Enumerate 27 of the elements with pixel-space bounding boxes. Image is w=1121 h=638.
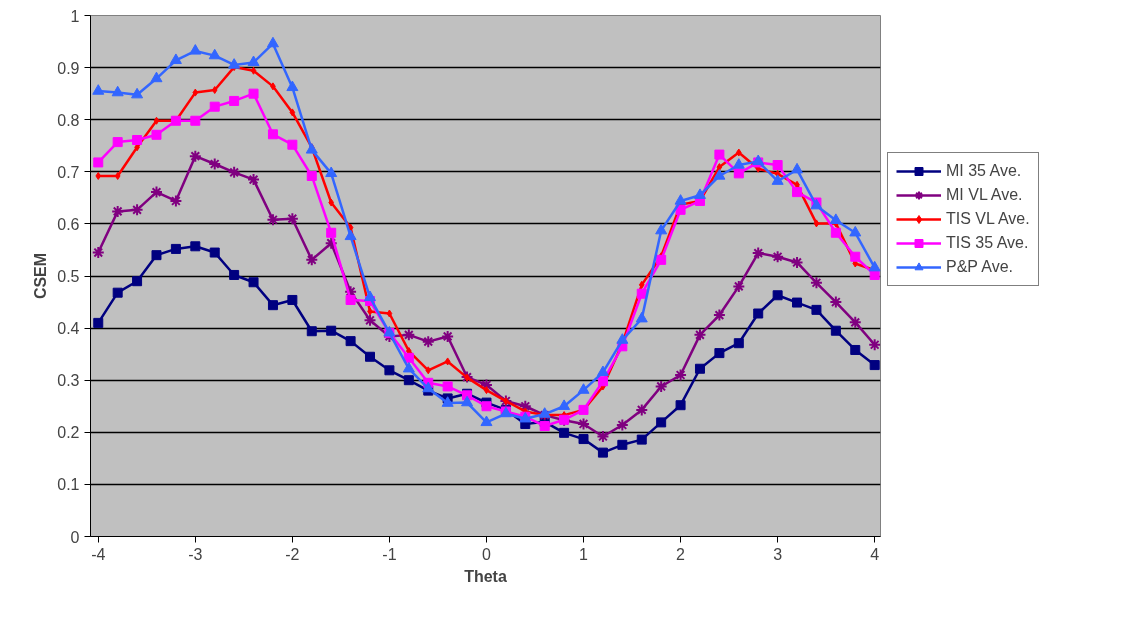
y-tick-label: 1 xyxy=(70,7,80,25)
y-tick-label: 0.6 xyxy=(57,215,80,233)
x-tick-label: -4 xyxy=(91,545,106,563)
y-tick-label: 0.9 xyxy=(57,59,80,77)
x-tick-label: 3 xyxy=(773,545,783,563)
legend-label: P&P Ave. xyxy=(946,258,1014,276)
y-tick-label: 0.3 xyxy=(57,372,80,390)
y-tick-label: 0 xyxy=(70,528,80,546)
legend-label: MI VL Ave. xyxy=(946,186,1023,204)
legend-label: TIS 35 Ave. xyxy=(946,234,1029,252)
x-tick-label: -3 xyxy=(188,545,203,563)
x-tick-label: 2 xyxy=(676,545,686,563)
x-tick-label: -2 xyxy=(285,545,300,563)
y-tick-label: 0.5 xyxy=(57,268,80,285)
y-tick-label: 0.1 xyxy=(57,476,80,494)
legend-label: MI 35 Ave. xyxy=(946,162,1022,180)
legend-label: TIS VL Ave. xyxy=(946,210,1030,228)
y-tick-label: 0.2 xyxy=(57,424,80,442)
y-tick-label: 0.4 xyxy=(57,320,80,338)
y-tick-label: 0.7 xyxy=(57,163,80,181)
x-tick-label: 0 xyxy=(482,545,492,563)
x-tick-label: 1 xyxy=(579,545,589,563)
x-axis-title: Theta xyxy=(464,567,507,585)
y-axis-title: CSEM xyxy=(32,252,50,300)
y-tick-label: 0.8 xyxy=(57,111,80,129)
x-tick-label: -1 xyxy=(382,545,397,563)
x-tick-label: 4 xyxy=(870,545,880,563)
